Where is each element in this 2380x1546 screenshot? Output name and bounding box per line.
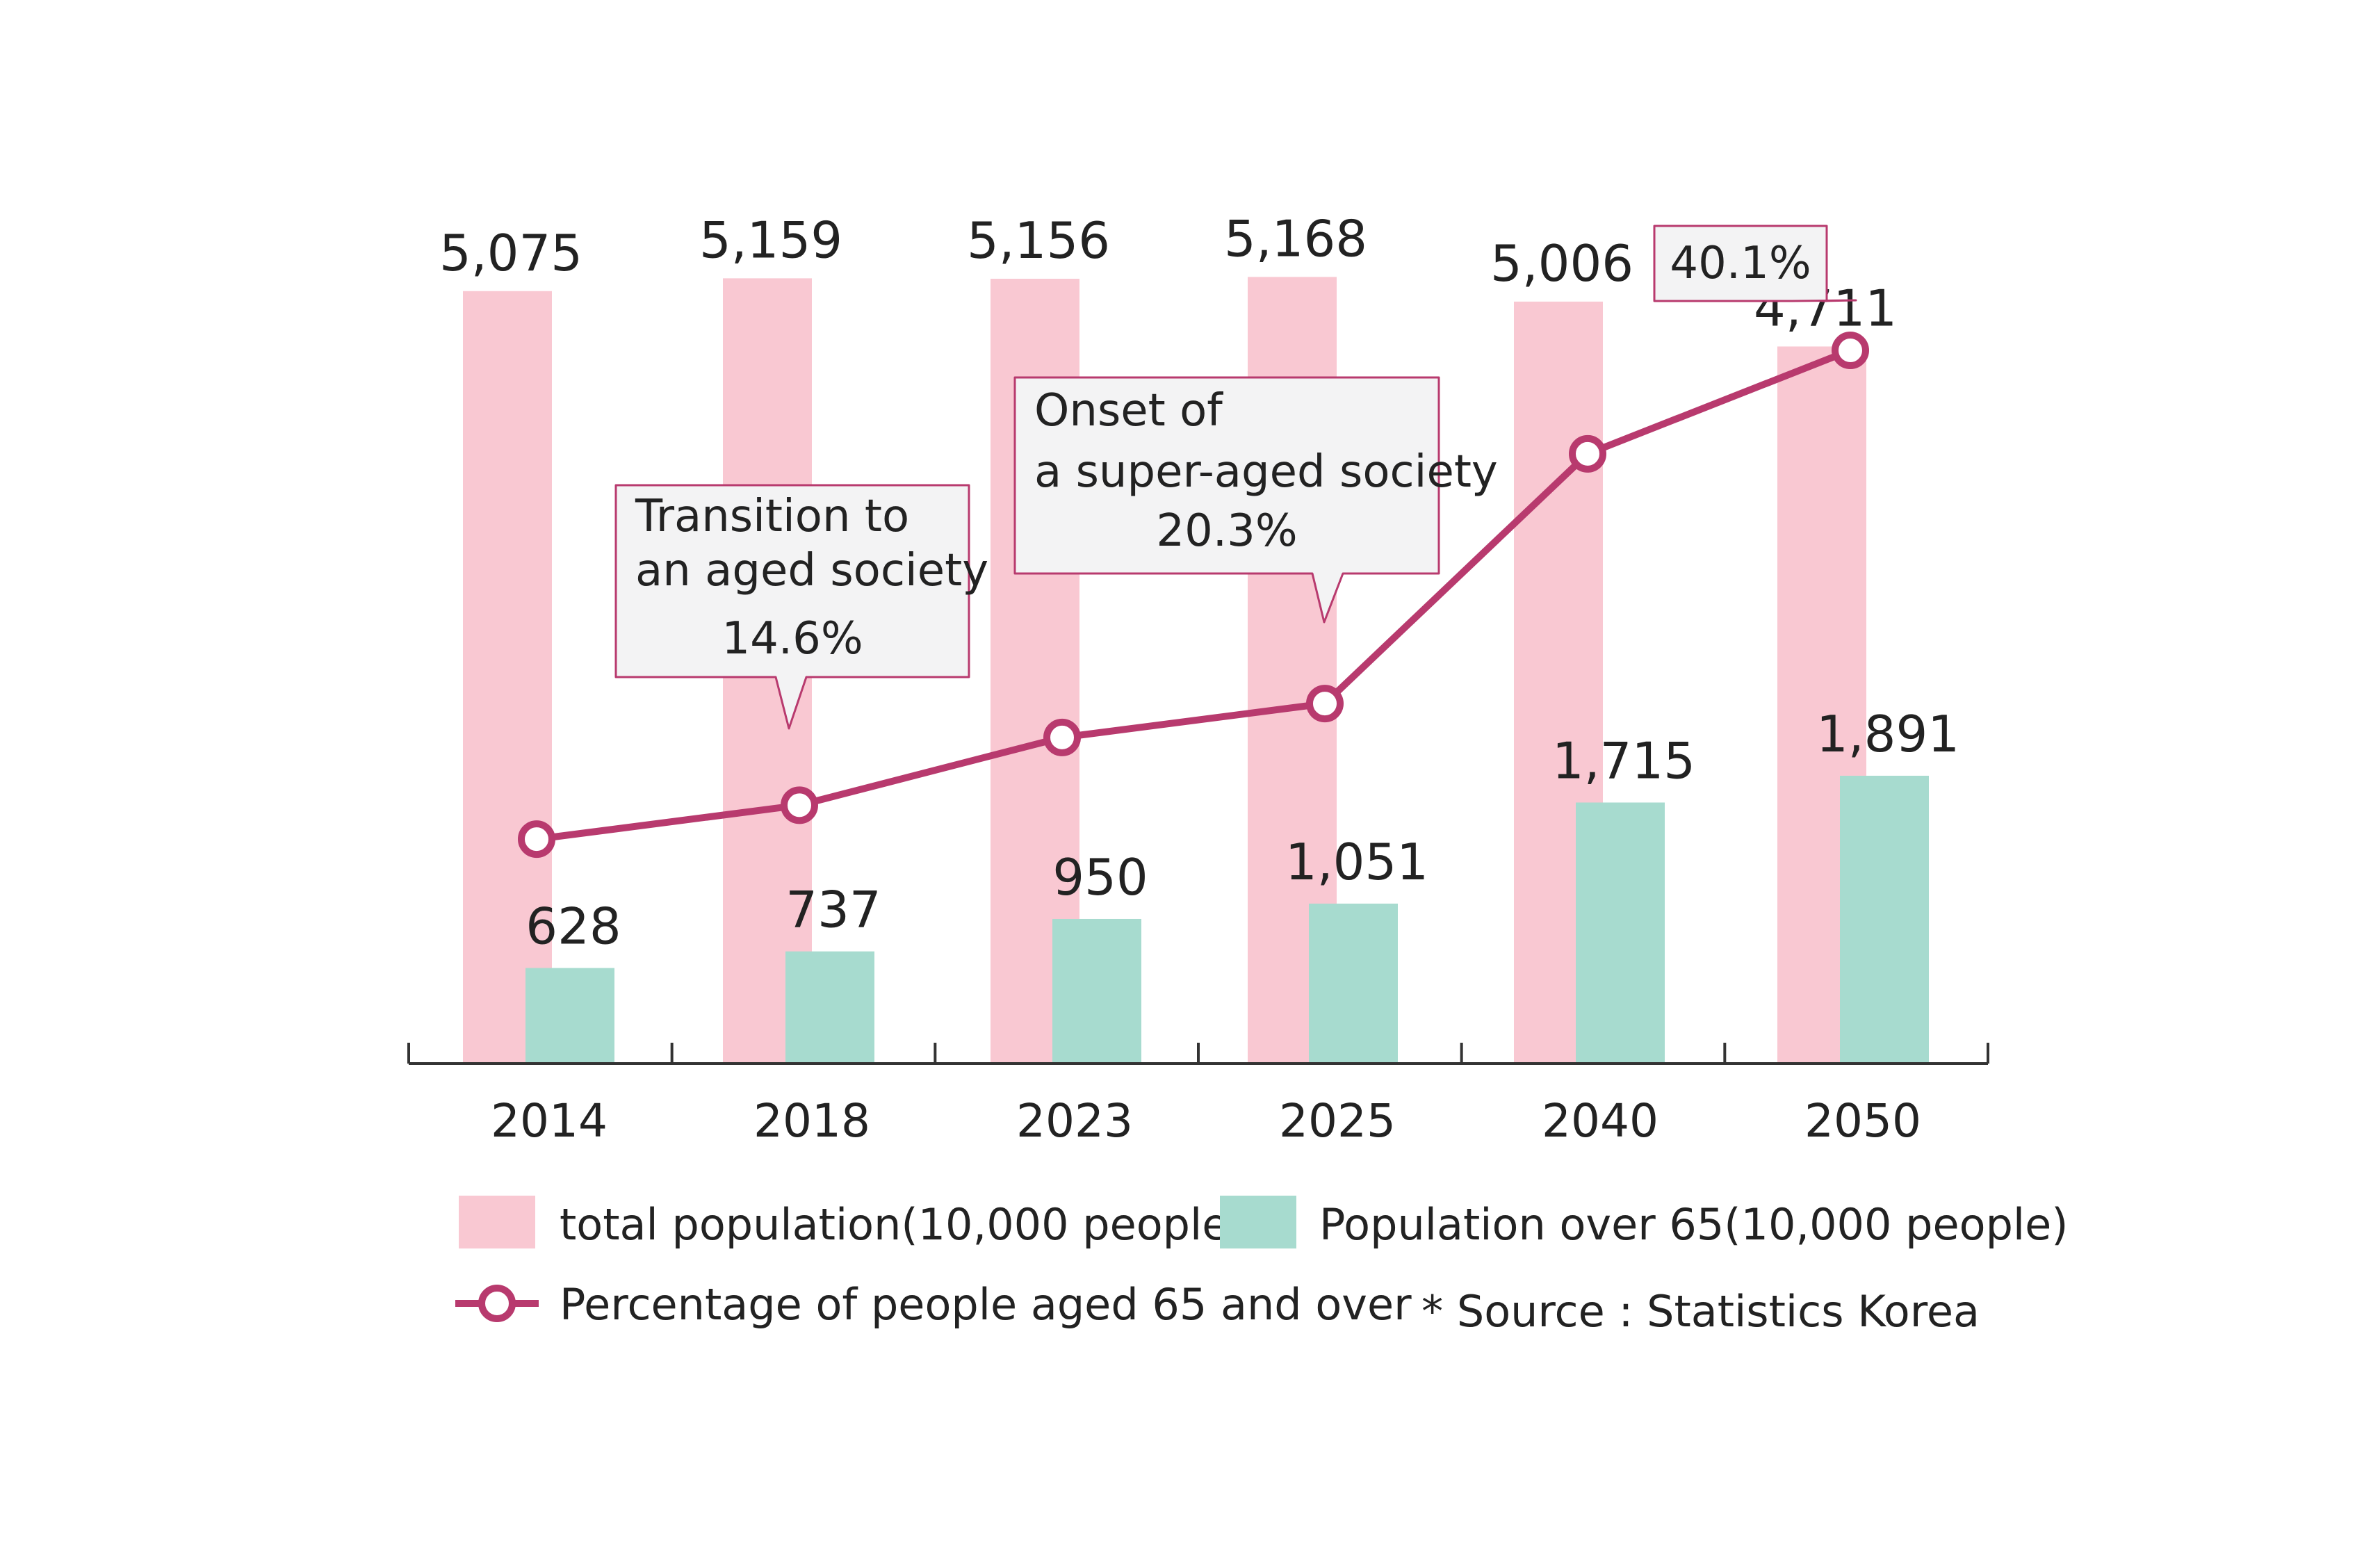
legend: total population(10,000 people) Populati… <box>455 1196 2069 1337</box>
label-total-2040: 5,006 <box>1490 234 1633 293</box>
label-over65-2050: 1,891 <box>1816 705 1959 763</box>
x-tick-label-2050: 2050 <box>1804 1094 1921 1148</box>
callout-text-2018-1: an aged society <box>635 545 988 596</box>
x-tick-label-2023: 2023 <box>1016 1094 1133 1148</box>
callout-text-2018-0: Transition to <box>635 491 909 542</box>
bar-over65-2014 <box>525 968 614 1064</box>
x-axis: 2014 2018 2023 2025 2040 2050 <box>407 1043 1989 1148</box>
line-point-2040 <box>1569 434 1606 473</box>
x-tick-label-2040: 2040 <box>1542 1094 1658 1148</box>
callout-text-2018-2: 14.6% <box>722 613 863 665</box>
legend-label-over65: Population over 65(10,000 people) <box>1319 1199 2069 1250</box>
x-tick-label-2014: 2014 <box>491 1094 608 1148</box>
legend-label-total: total population(10,000 people) <box>560 1199 1246 1250</box>
label-total-2014: 5,075 <box>439 224 582 282</box>
bar-over65-2025 <box>1309 903 1398 1064</box>
label-over65-2018: 737 <box>785 881 881 939</box>
callout-text-2025-2: 20.3% <box>1156 505 1297 557</box>
value-labels: 5,075 628 5,159 737 5,156 950 5,168 1,051 5,006 1… <box>439 209 1959 955</box>
legend-line-marker <box>478 1285 516 1322</box>
label-total-2025: 5,168 <box>1224 209 1367 268</box>
bar-over65-2050 <box>1840 775 1929 1064</box>
label-over65-2040: 1,715 <box>1552 731 1695 790</box>
source-note: * Source : Statistics Korea <box>1421 1286 1980 1337</box>
bar-over65-2018 <box>785 951 874 1064</box>
line-point-2014 <box>518 820 555 859</box>
bar-over65-2040 <box>1576 802 1665 1064</box>
bar-total-2014 <box>463 291 552 1064</box>
x-tick-label-2018: 2018 <box>753 1094 870 1148</box>
x-tick-label-2025: 2025 <box>1279 1094 1396 1148</box>
over65-population-bars <box>525 775 1929 1064</box>
callout-box-2050 <box>1653 225 1857 302</box>
line-point-2023 <box>1043 718 1081 756</box>
callout-text-2050-0: 40.1% <box>1670 238 1811 289</box>
callout-box-2025 <box>1013 376 1440 624</box>
callout-text-2025-0: Onset of <box>1034 385 1223 437</box>
percentage-line-layer <box>518 332 1869 859</box>
label-total-2023: 5,156 <box>967 211 1110 270</box>
label-over65-2014: 628 <box>525 897 621 955</box>
line-point-2018 <box>781 786 818 824</box>
legend-swatch-total <box>459 1196 535 1248</box>
label-over65-2025: 1,051 <box>1285 833 1428 891</box>
line-point-2025 <box>1306 685 1344 723</box>
legend-swatch-over65 <box>1220 1196 1296 1248</box>
percentage-line <box>536 347 1852 843</box>
bar-over65-2023 <box>1052 918 1141 1064</box>
line-point-2050 <box>1832 332 1869 370</box>
callout-text-2025-1: a super-aged society <box>1034 446 1498 498</box>
legend-label-percentage: Percentage of people aged 65 and over <box>560 1279 1412 1330</box>
label-total-2018: 5,159 <box>699 211 842 269</box>
label-over65-2023: 950 <box>1052 848 1148 906</box>
callout-box-2018 <box>614 484 970 730</box>
